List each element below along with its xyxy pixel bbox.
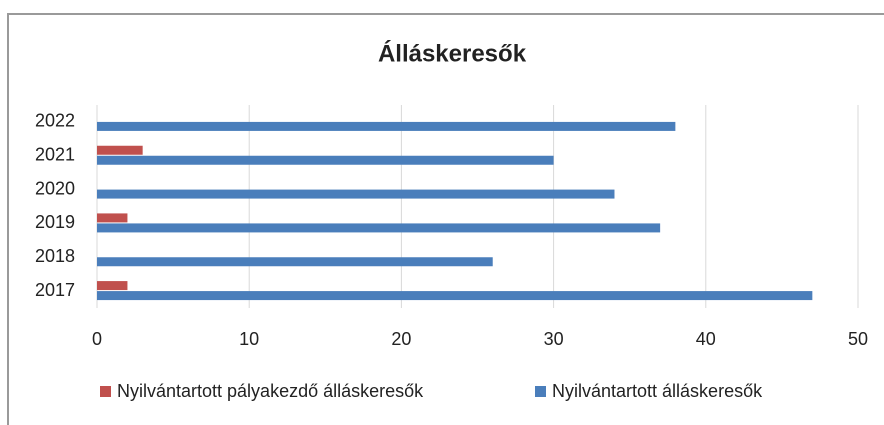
x-tick-label: 50 [848, 329, 868, 349]
bar [97, 189, 615, 199]
x-tick-label: 10 [239, 329, 259, 349]
y-tick-label: 2017 [35, 280, 75, 300]
bar [97, 213, 128, 223]
bar [97, 291, 813, 301]
bar [97, 121, 676, 131]
bar [97, 223, 661, 233]
chart-frame [7, 13, 884, 425]
y-tick-label: 2018 [35, 246, 75, 266]
bar [97, 281, 128, 291]
y-tick-label: 2020 [35, 178, 75, 198]
bar [97, 145, 143, 155]
y-tick-label: 2022 [35, 111, 75, 131]
x-tick-label: 30 [544, 329, 564, 349]
y-tick-label: 2021 [35, 145, 75, 165]
legend-swatch [535, 386, 546, 397]
bar [97, 155, 554, 165]
legend-label: Nyilvántartott álláskeresők [552, 381, 763, 401]
x-tick-label: 20 [391, 329, 411, 349]
x-tick-label: 40 [696, 329, 716, 349]
bar [97, 257, 493, 267]
y-tick-label: 2019 [35, 212, 75, 232]
legend-swatch [100, 386, 111, 397]
x-tick-label: 0 [92, 329, 102, 349]
legend-label: Nyilvántartott pályakezdő álláskeresők [117, 381, 424, 401]
chart-title: Álláskeresők [378, 39, 527, 67]
